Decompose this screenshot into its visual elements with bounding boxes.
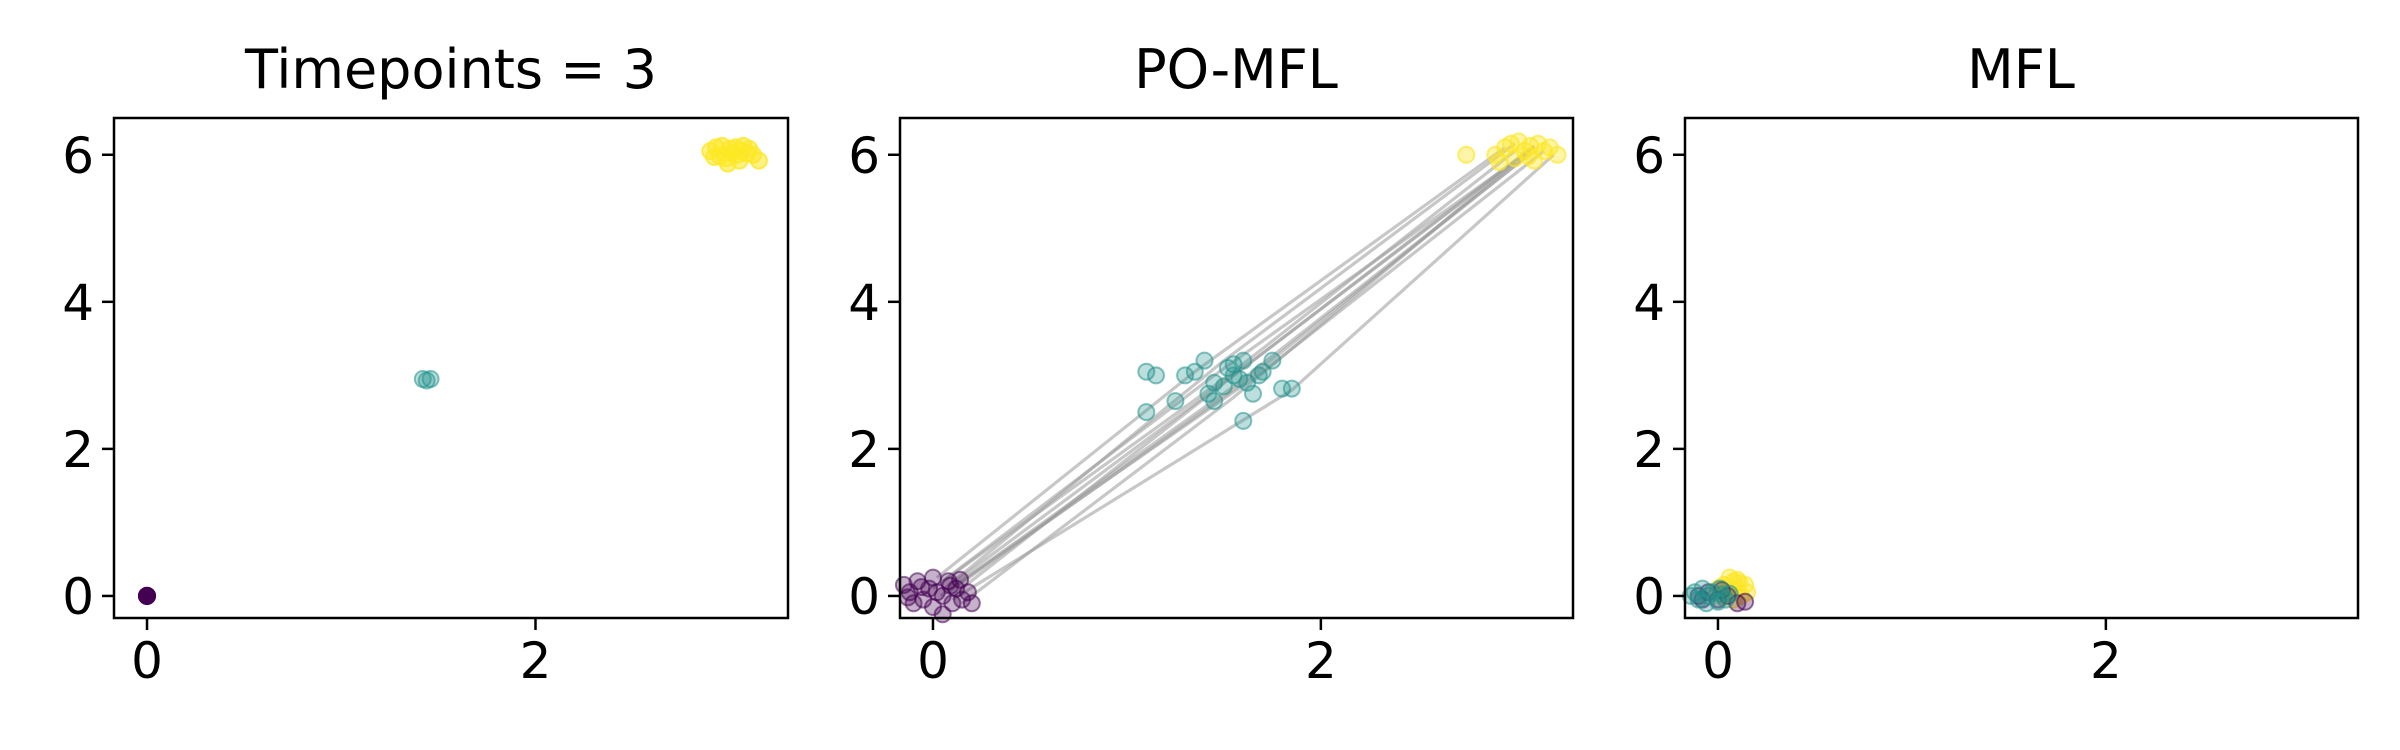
data-point: [749, 151, 768, 170]
data-point: [1137, 362, 1156, 381]
data-point: [1234, 351, 1253, 370]
data-point: [1205, 373, 1224, 392]
trajectory-line: [935, 146, 1507, 579]
data-point: [1720, 584, 1739, 603]
y-tick-label: 2: [1633, 421, 1665, 479]
y-tick-label: 4: [62, 274, 94, 332]
data-point: [705, 148, 724, 166]
data-point: [898, 588, 917, 607]
x-tick-label: 0: [131, 632, 163, 690]
panel-title: MFL: [1967, 38, 2075, 101]
data-point: [962, 594, 981, 613]
trajectory-line: [939, 157, 1526, 598]
data-point: [1205, 392, 1224, 411]
y-tick-label: 0: [848, 568, 880, 626]
data-point: [941, 576, 960, 595]
data-point: [1273, 379, 1292, 398]
y-tick-label: 6: [1633, 127, 1665, 185]
data-point: [138, 586, 156, 605]
data-point: [924, 568, 942, 587]
data-point: [1697, 594, 1716, 613]
y-tick-label: 0: [1633, 568, 1665, 626]
data-point: [912, 578, 931, 597]
panel-title: PO-MFL: [1134, 38, 1338, 101]
y-tick-label: 0: [62, 568, 94, 626]
x-tick-label: 0: [917, 632, 949, 690]
x-tick-label: 2: [1305, 632, 1337, 690]
y-tick-label: 4: [1633, 274, 1665, 332]
data-point: [933, 605, 952, 624]
trajectory-line: [955, 144, 1536, 583]
data-point: [1529, 134, 1548, 153]
data-point: [1282, 379, 1301, 398]
panel-title: Timepoints = 3: [244, 38, 657, 101]
data-point: [1176, 366, 1195, 385]
panel-timepoints: Timepoints = 3 0 2 0 2 4 6: [62, 38, 790, 690]
y-tick-label: 2: [62, 421, 94, 479]
y-tick-label: 6: [62, 127, 94, 185]
data-point: [1519, 147, 1538, 166]
data-point: [1490, 153, 1509, 172]
data-point: [1234, 411, 1253, 430]
y-tick-label: 4: [848, 274, 880, 332]
data-point: [1147, 366, 1165, 385]
data-point: [728, 145, 747, 164]
axes-frame: [1683, 116, 2360, 620]
y-tick-label: 2: [848, 421, 880, 479]
data-point: [1195, 351, 1214, 370]
data-point: [1736, 592, 1755, 611]
data-point: [1509, 132, 1528, 151]
trajectory-line: [951, 153, 1555, 601]
data-point: [1548, 145, 1567, 164]
data-point: [1166, 392, 1185, 411]
x-tick-label: 2: [2090, 632, 2122, 690]
x-tick-label: 0: [1702, 632, 1734, 690]
data-point: [1214, 377, 1233, 396]
y-tick-label: 6: [848, 127, 880, 185]
data-point: [1244, 384, 1262, 403]
data-point: [1253, 362, 1272, 381]
data-point: [1137, 403, 1156, 422]
data-point: [1224, 355, 1243, 374]
axes-frame: [112, 116, 790, 620]
axes-frame: [898, 116, 1575, 620]
panel-po-mfl: PO-MFL 0 2 0 2 4 6: [848, 38, 1575, 690]
data-point: [1185, 362, 1204, 381]
panel-mfl: MFL 0 2 0 2 4 6: [1633, 38, 2360, 690]
data-point: [417, 371, 436, 390]
data-point: [1263, 351, 1282, 370]
data-point: [951, 570, 970, 589]
x-tick-label: 2: [520, 632, 552, 690]
data-point: [1710, 579, 1729, 598]
data-point: [1457, 145, 1476, 164]
